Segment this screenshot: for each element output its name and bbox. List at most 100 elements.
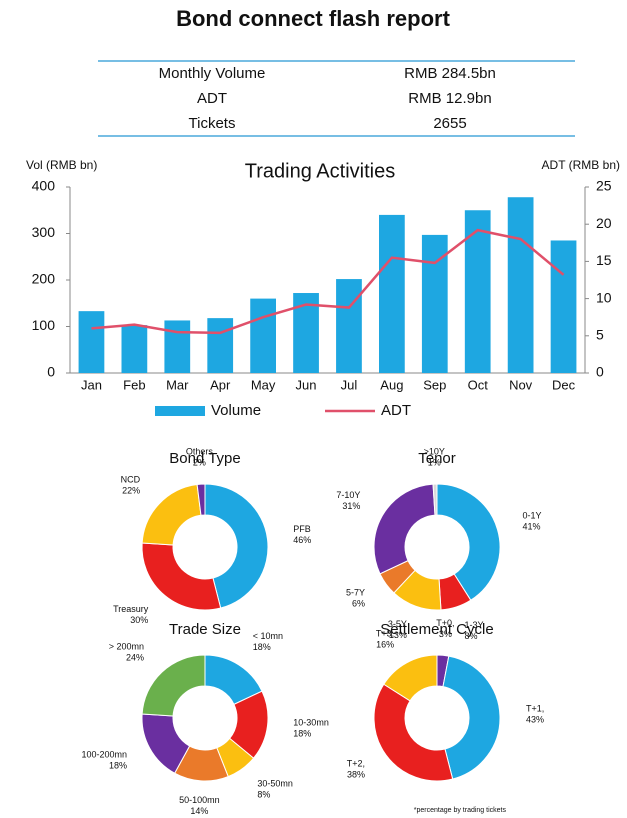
slice-label: 0-1Y [522, 511, 541, 521]
y2-axis-label: ADT (RMB bn) [542, 158, 620, 172]
x-tick-label: Feb [123, 377, 145, 392]
bar [336, 279, 362, 373]
slice-label: 5-7Y [346, 588, 365, 598]
table-value: RMB 284.5bn [404, 65, 496, 82]
slice-label: 50-100mn [179, 795, 220, 805]
bar [379, 214, 405, 373]
y-axis-label: Vol (RMB bn) [26, 158, 97, 172]
slice-value-label: 30% [130, 615, 148, 625]
x-tick-label: Jul [341, 377, 358, 392]
report-title: Bond connect flash report [176, 6, 450, 31]
slice-label: T+2, [347, 759, 365, 769]
legend-label: ADT [381, 402, 411, 419]
bar [78, 311, 105, 373]
y-tick-label: 400 [32, 178, 56, 194]
x-tick-label: May [251, 377, 276, 392]
slice-value-label: 8% [465, 631, 478, 641]
x-tick-label: Nov [509, 377, 533, 392]
slice-value-label: 1% [428, 457, 441, 467]
x-tick-label: Apr [210, 377, 231, 392]
slice-value-label: 38% [347, 770, 365, 780]
donut-slice [196, 483, 206, 516]
x-tick-label: Mar [166, 377, 189, 392]
y2-tick-label: 5 [596, 327, 604, 343]
donut-slice [204, 483, 269, 609]
y-tick-label: 200 [32, 271, 56, 287]
donut-slice [373, 683, 454, 782]
donut-slice [442, 655, 501, 780]
slice-value-label: 16% [376, 639, 394, 649]
slice-value-label: 13% [389, 630, 407, 640]
bar [507, 197, 534, 373]
slice-label: 7-10Y [336, 490, 360, 500]
slice-value-label: 43% [526, 715, 544, 725]
slice-label: < 10mn [253, 631, 283, 641]
donut-slice [373, 483, 436, 575]
donut-slice [141, 654, 206, 717]
donut-slice [432, 483, 438, 516]
y-tick-label: 0 [47, 364, 55, 380]
table-label: Monthly Volume [159, 65, 266, 82]
y-tick-label: 100 [32, 317, 56, 333]
bar [250, 298, 276, 373]
slice-value-label: 31% [342, 501, 360, 511]
donut-title: Trade Size [169, 621, 241, 638]
slice-label: >10Y [424, 446, 445, 456]
x-tick-label: Jan [81, 377, 102, 392]
y2-tick-label: 0 [596, 364, 604, 380]
slice-value-label: 2% [193, 458, 206, 468]
chart-title: Trading Activities [245, 160, 395, 182]
slice-value-label: 24% [126, 652, 144, 662]
donut-title: Tenor [418, 450, 456, 467]
slice-label: 100-200mn [81, 749, 127, 759]
donut-slice [383, 654, 438, 702]
y2-tick-label: 10 [596, 289, 612, 305]
slice-value-label: 6% [352, 599, 365, 609]
x-tick-label: Dec [552, 377, 576, 392]
slice-value-label: 18% [253, 642, 271, 652]
bar [164, 320, 191, 373]
bar [550, 240, 577, 373]
table-label: ADT [197, 90, 227, 107]
y-tick-label: 300 [32, 224, 56, 240]
x-tick-label: Aug [380, 377, 403, 392]
slice-label: Treasury [113, 604, 149, 614]
slice-value-label: 3% [439, 629, 452, 639]
slice-value-label: 18% [109, 760, 127, 770]
slice-label: T+1, [526, 704, 544, 714]
slice-value-label: 46% [293, 535, 311, 545]
bar [464, 210, 491, 373]
slice-label: 30-50mn [257, 778, 293, 788]
table-label: Tickets [189, 115, 236, 132]
legend-swatch [155, 406, 205, 416]
slice-value-label: 14% [190, 806, 208, 816]
slice-label: NCD [121, 474, 141, 484]
legend-label: Volume [211, 402, 261, 419]
slice-value-label: 22% [122, 485, 140, 495]
y2-tick-label: 20 [596, 215, 612, 231]
slice-label: 3-5Y [388, 619, 407, 629]
donut-slice [141, 483, 202, 546]
slice-value-label: 41% [522, 522, 540, 532]
table-value: RMB 12.9bn [408, 90, 491, 107]
donut-slice [141, 542, 222, 611]
x-tick-label: Oct [468, 377, 489, 392]
donut-slice [436, 483, 501, 601]
bar [121, 325, 148, 373]
table-value: 2655 [433, 115, 466, 132]
slice-label: T+0, [436, 618, 454, 628]
slice-label: > 200mn [109, 641, 144, 651]
donut-title: Settlement Cycle [380, 621, 493, 638]
slice-label: 1-3Y [465, 620, 484, 630]
slice-value-label: 18% [293, 729, 311, 739]
y2-tick-label: 25 [596, 178, 612, 194]
slice-label: T+3, [376, 628, 394, 638]
slice-label: PFB [293, 524, 311, 534]
y2-tick-label: 15 [596, 252, 612, 268]
slice-label: Others [186, 447, 214, 457]
donut-title: Bond Type [169, 450, 240, 467]
x-tick-label: Jun [296, 377, 317, 392]
slice-value-label: 8% [257, 789, 270, 799]
x-tick-label: Sep [423, 377, 446, 392]
